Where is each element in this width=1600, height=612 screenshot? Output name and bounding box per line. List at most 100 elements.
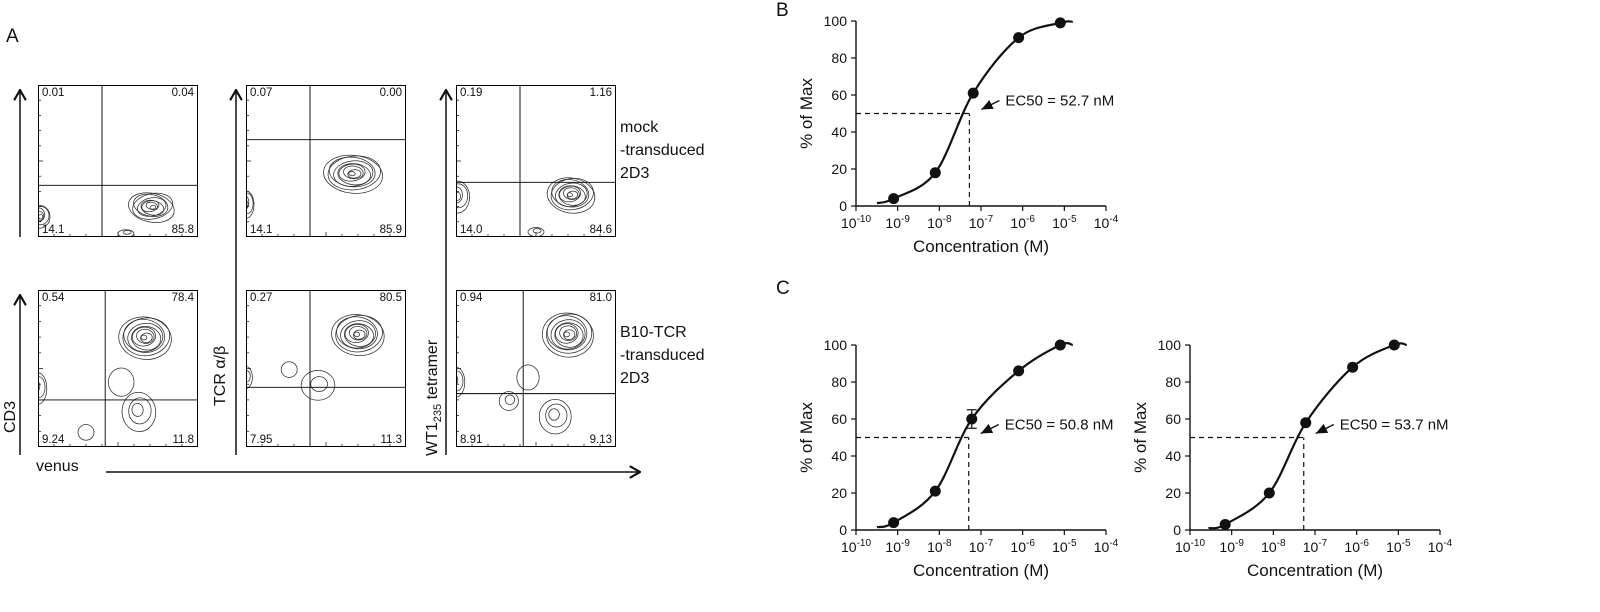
dose-curve xyxy=(876,20,1073,205)
plot-frame xyxy=(456,85,616,237)
y-tick-label: 40 xyxy=(831,448,847,464)
y-tick-label: 80 xyxy=(831,50,847,66)
data-point xyxy=(966,413,978,425)
data-point xyxy=(1263,487,1275,499)
quadrant-lr-percent: 84.6 xyxy=(589,224,612,236)
y-tick-label: 80 xyxy=(1165,374,1181,390)
x-tick-label: 10-5 xyxy=(1386,538,1411,555)
y-tick-label: 0 xyxy=(839,198,847,214)
quadrant-ll-percent: 14.0 xyxy=(460,224,483,236)
y-tick-label: 80 xyxy=(831,374,847,390)
y-tick-label: 100 xyxy=(824,13,848,29)
quadrant-ul-percent: 0.19 xyxy=(460,87,483,99)
x-tick-label: 10-4 xyxy=(1428,538,1453,555)
quadrant-ll-percent: 14.1 xyxy=(250,224,273,236)
axes: 0 20 40 60 80 100 10-10 10-9 10-8 10-7 10-6 10-5 10-… xyxy=(824,13,1119,231)
data-point xyxy=(967,87,979,99)
quadrant-ur-percent: 78.4 xyxy=(171,292,194,304)
row-label-line: -transduced xyxy=(620,347,705,364)
contour-population xyxy=(39,192,175,236)
data-point xyxy=(929,167,941,179)
x-tick-label: 10-6 xyxy=(1010,538,1035,555)
ec50-dashed-lines xyxy=(856,112,971,206)
ec50-dashed-lines xyxy=(856,436,970,530)
quadrant-ul-percent: 0.07 xyxy=(250,87,273,99)
y-tick-label: 20 xyxy=(831,485,847,501)
contour-population xyxy=(247,314,385,401)
quadrant-ul-percent: 0.01 xyxy=(42,87,65,99)
y-tick-label: 40 xyxy=(831,124,847,140)
x-tick-label: 10-7 xyxy=(1303,538,1328,555)
data-point xyxy=(1300,417,1312,429)
x-tick-label: 10-6 xyxy=(1010,214,1035,231)
flow-axes-arrows xyxy=(13,88,642,479)
quadrant-ur-percent: 80.5 xyxy=(379,292,402,304)
axes: 0 20 40 60 80 100 10-10 10-9 10-8 10-7 10-6 10-5 10-… xyxy=(1158,337,1453,555)
plot-frame xyxy=(38,85,198,237)
x-axis-title: Concentration (M) xyxy=(1247,561,1383,580)
flow-plot-mock-cd3: 0.01 0.04 14.1 85.8 xyxy=(38,85,198,237)
contour-population xyxy=(39,316,172,441)
y-tick-label: 0 xyxy=(839,522,847,538)
y-tick-label: 40 xyxy=(1165,448,1181,464)
ec50-annotation: EC50 = 50.8 nM xyxy=(980,416,1114,435)
quadrant-ll-percent: 8.91 xyxy=(460,434,483,446)
quadrant-ul-percent: 0.94 xyxy=(460,292,483,304)
x-tick-label: 10-10 xyxy=(1175,538,1205,555)
row-label-line: 2D3 xyxy=(620,165,650,182)
y-axis-text: CD3 xyxy=(2,400,19,433)
y-axis-text: WT1 xyxy=(424,422,441,456)
quadrant-lr-percent: 85.9 xyxy=(379,224,402,236)
quadrant-lr-percent: 11.3 xyxy=(380,434,402,446)
x-axis-title: Concentration (M) xyxy=(913,237,1049,256)
x-tick-label: 10-6 xyxy=(1344,538,1369,555)
row-label-line: -transduced xyxy=(620,142,705,159)
row-label-line: B10-TCR xyxy=(620,324,687,341)
y-tick-label: 100 xyxy=(824,337,848,353)
row-label-b10-tcr-transduced: B10-TCR -transduced 2D3 xyxy=(620,321,705,390)
panel-a-label: A xyxy=(6,26,19,47)
flow-plot-mock-wt1: 0.19 1.16 14.0 84.6 xyxy=(456,85,616,237)
x-axis-title: Concentration (M) xyxy=(913,561,1049,580)
y-axis-label-wt1-tetramer: WT1235 tetramer xyxy=(424,340,444,456)
dose-response-chart-c-right: 0 20 40 60 80 100 10-10 10-9 10-8 10-7 10-6 10-5 10-… xyxy=(1122,330,1502,585)
x-tick-label: 10-9 xyxy=(885,538,910,555)
data-point xyxy=(1347,361,1359,373)
data-point xyxy=(1054,339,1066,351)
x-tick-label: 10-8 xyxy=(1261,538,1286,555)
x-tick-label: 10-4 xyxy=(1094,214,1119,231)
ec50-dashed-lines xyxy=(1190,436,1305,530)
x-tick-label: 10-4 xyxy=(1094,538,1119,555)
ec50-annotation: EC50 = 53.7 nM xyxy=(1315,416,1449,435)
y-axis-text: TCR α/β xyxy=(212,345,229,406)
data-point xyxy=(1388,339,1400,351)
y-axis-label-cd3: CD3 xyxy=(2,401,20,433)
x-tick-label: 10-10 xyxy=(841,214,871,231)
panel-c-label: C xyxy=(776,278,790,299)
ec50-value-label: EC50 = 53.7 nM xyxy=(1340,416,1449,433)
panel-b-label: B xyxy=(776,0,789,21)
x-tick-label: 10-9 xyxy=(885,214,910,231)
quadrant-ll-percent: 9.24 xyxy=(42,434,65,446)
flow-plot-mock-tcr: 0.07 0.00 14.1 85.9 xyxy=(246,85,406,237)
plot-frame xyxy=(246,290,406,447)
y-tick-label: 20 xyxy=(1165,485,1181,501)
y-tick-label: 20 xyxy=(831,161,847,177)
quadrant-ll-percent: 7.95 xyxy=(250,434,273,446)
x-axis-label-venus: venus xyxy=(36,458,79,475)
flow-plot-b10-tcr: 0.27 80.5 7.95 11.3 xyxy=(246,290,406,447)
y-tick-label: 0 xyxy=(1173,522,1181,538)
ec50-annotation: EC50 = 52.7 nM xyxy=(981,92,1114,111)
quadrant-ul-percent: 0.27 xyxy=(250,292,273,304)
x-tick-label: 10-5 xyxy=(1052,538,1077,555)
contour-population xyxy=(247,154,383,219)
flow-plot-b10-cd3: 0.54 78.4 9.24 11.8 xyxy=(38,290,198,447)
quadrant-ur-percent: 1.16 xyxy=(589,87,612,99)
x-tick-label: 10-5 xyxy=(1052,214,1077,231)
y-axis-title: % of Max xyxy=(1131,402,1150,473)
data-point xyxy=(1013,32,1025,44)
quadrant-ur-percent: 0.04 xyxy=(171,87,194,99)
data-point xyxy=(1013,365,1025,377)
y-axis-subscript: 235 xyxy=(432,403,445,423)
axes: 0 20 40 60 80 100 10-10 10-9 10-8 10-7 10-6 10-5 10-… xyxy=(824,337,1119,555)
